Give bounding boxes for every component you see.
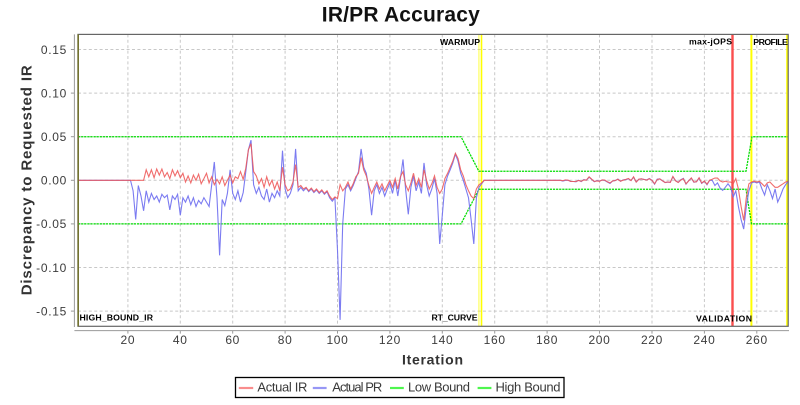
svg-text:VALIDATION: VALIDATION	[696, 314, 752, 324]
svg-text:0.00: 0.00	[41, 174, 67, 188]
svg-text:max-jOPS: max-jOPS	[689, 37, 732, 47]
svg-text:RT_CURVE: RT_CURVE	[432, 313, 478, 323]
svg-text:20: 20	[121, 333, 136, 347]
svg-text:240: 240	[693, 333, 715, 347]
svg-text:Actual PR: Actual PR	[332, 380, 382, 395]
svg-text:Low Bound: Low Bound	[408, 380, 470, 395]
svg-text:Iteration: Iteration	[402, 351, 463, 367]
svg-text:0.05: 0.05	[41, 130, 67, 144]
svg-text:-0.15: -0.15	[36, 304, 67, 318]
svg-text:HIGH_BOUND_IR: HIGH_BOUND_IR	[80, 313, 154, 323]
svg-text:PROFILE: PROFILE	[753, 37, 788, 47]
svg-text:80: 80	[278, 333, 293, 347]
svg-text:140: 140	[431, 333, 453, 347]
svg-text:220: 220	[641, 333, 663, 347]
svg-text:100: 100	[326, 333, 348, 347]
svg-text:Actual IR: Actual IR	[257, 380, 307, 395]
svg-text:WARMUP: WARMUP	[440, 37, 480, 47]
svg-text:-0.05: -0.05	[36, 217, 67, 231]
svg-text:High Bound: High Bound	[496, 380, 561, 395]
svg-text:120: 120	[379, 333, 401, 347]
svg-text:Discrepancy to Requested IR: Discrepancy to Requested IR	[19, 65, 36, 295]
svg-text:180: 180	[536, 333, 558, 347]
svg-text:0.15: 0.15	[41, 43, 67, 57]
svg-text:260: 260	[746, 333, 768, 347]
svg-text:200: 200	[588, 333, 610, 347]
svg-text:160: 160	[484, 333, 506, 347]
svg-text:IR/PR Accuracy: IR/PR Accuracy	[322, 4, 480, 27]
svg-text:0.10: 0.10	[41, 86, 67, 100]
svg-text:40: 40	[173, 333, 188, 347]
svg-text:60: 60	[225, 333, 240, 347]
svg-text:-0.10: -0.10	[36, 261, 67, 275]
